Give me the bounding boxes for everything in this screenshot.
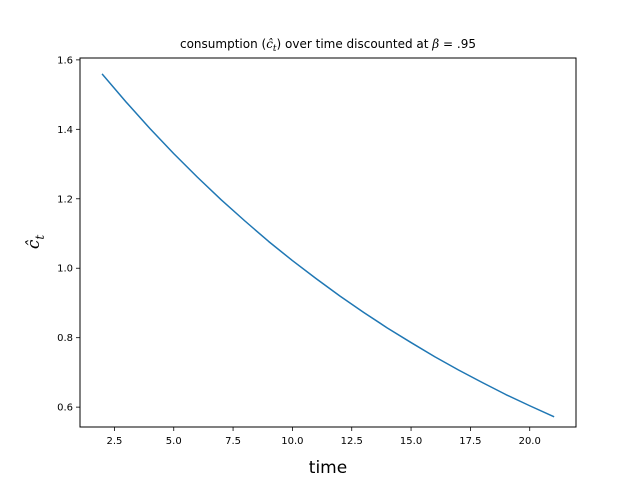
y-tick-label: 1.4	[57, 125, 73, 136]
plot-area	[101, 73, 555, 418]
y-axis-label: ĉt	[24, 235, 47, 250]
x-tick-label: 20.0	[519, 436, 541, 447]
x-tick-label: 12.5	[341, 436, 363, 447]
chart-title: consumption (ĉt) over time discounted at…	[180, 37, 476, 54]
x-axis-label: time	[309, 458, 347, 478]
x-tick-label: 15.0	[400, 436, 422, 447]
y-tick-label: 0.8	[57, 333, 73, 344]
x-tick-label: 7.5	[225, 436, 241, 447]
x-axis-ticks: 2.5 5.0 7.5 10.0 12.5 15.0 17.5 20.0	[106, 427, 541, 447]
y-tick-label: 1.6	[57, 55, 73, 66]
y-tick-label: 0.6	[57, 403, 73, 414]
y-axis-ticks: 0.6 0.8 1.0 1.2 1.4 1.6	[57, 55, 80, 414]
x-tick-label: 2.5	[106, 436, 122, 447]
plot-frame	[79, 57, 577, 428]
x-tick-label: 10.0	[281, 436, 303, 447]
x-tick-label: 5.0	[166, 436, 182, 447]
y-tick-label: 1.2	[57, 194, 73, 205]
x-tick-label: 17.5	[459, 436, 481, 447]
y-tick-label: 1.0	[57, 264, 73, 275]
series-line-0	[101, 73, 555, 418]
